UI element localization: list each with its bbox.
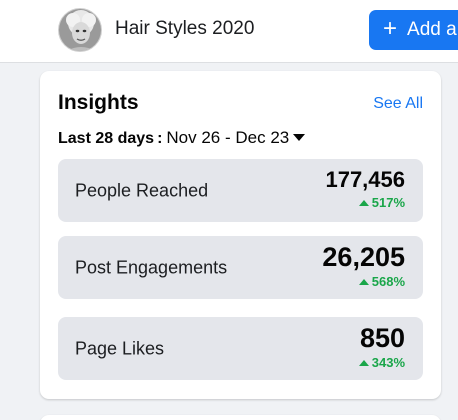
page-name[interactable]: Hair Styles 2020 — [115, 18, 255, 39]
next-card — [40, 415, 441, 420]
page-avatar[interactable] — [58, 8, 102, 52]
date-range-value: Nov 26 - Dec 23 — [166, 128, 290, 147]
date-range-separator: : — [157, 130, 163, 147]
metric-label: Page Likes — [75, 338, 165, 358]
metric-people-reached[interactable]: People Reached 177,456 517% — [58, 159, 423, 222]
insights-title: Insights — [58, 91, 139, 114]
date-range-label: Last 28 days — [58, 130, 155, 147]
metric-change-value: 517% — [371, 195, 405, 210]
page-header: Hair Styles 2020 + Add a B — [0, 0, 458, 63]
metric-change-value: 343% — [371, 355, 405, 370]
add-button[interactable]: + Add a B — [369, 10, 458, 50]
metric-change: 343% — [358, 355, 405, 370]
add-button-label: Add a B — [407, 19, 458, 40]
metric-change: 517% — [358, 195, 405, 210]
metric-page-likes[interactable]: Page Likes 850 343% — [58, 317, 423, 380]
metric-value: 850 — [359, 323, 405, 353]
arrow-up-icon — [358, 278, 369, 285]
metric-change-value: 568% — [371, 274, 405, 289]
metric-post-engagements[interactable]: Post Engagements 26,205 568% — [58, 236, 423, 299]
date-range-selector[interactable]: Last 28 days : Nov 26 - Dec 23 — [58, 128, 306, 148]
metric-value: 177,456 — [325, 167, 405, 192]
arrow-up-icon — [358, 199, 369, 206]
metric-label: People Reached — [75, 180, 209, 200]
see-all-link[interactable]: See All — [373, 95, 423, 112]
plus-icon: + — [383, 15, 398, 42]
metric-value: 26,205 — [322, 242, 405, 272]
caret-down-icon — [293, 134, 306, 141]
arrow-up-icon — [358, 359, 369, 366]
metric-change: 568% — [358, 274, 405, 289]
insights-card: Insights See All Last 28 days : Nov 26 -… — [40, 71, 441, 399]
metric-label: Post Engagements — [75, 257, 228, 277]
avatar-image — [59, 9, 101, 51]
